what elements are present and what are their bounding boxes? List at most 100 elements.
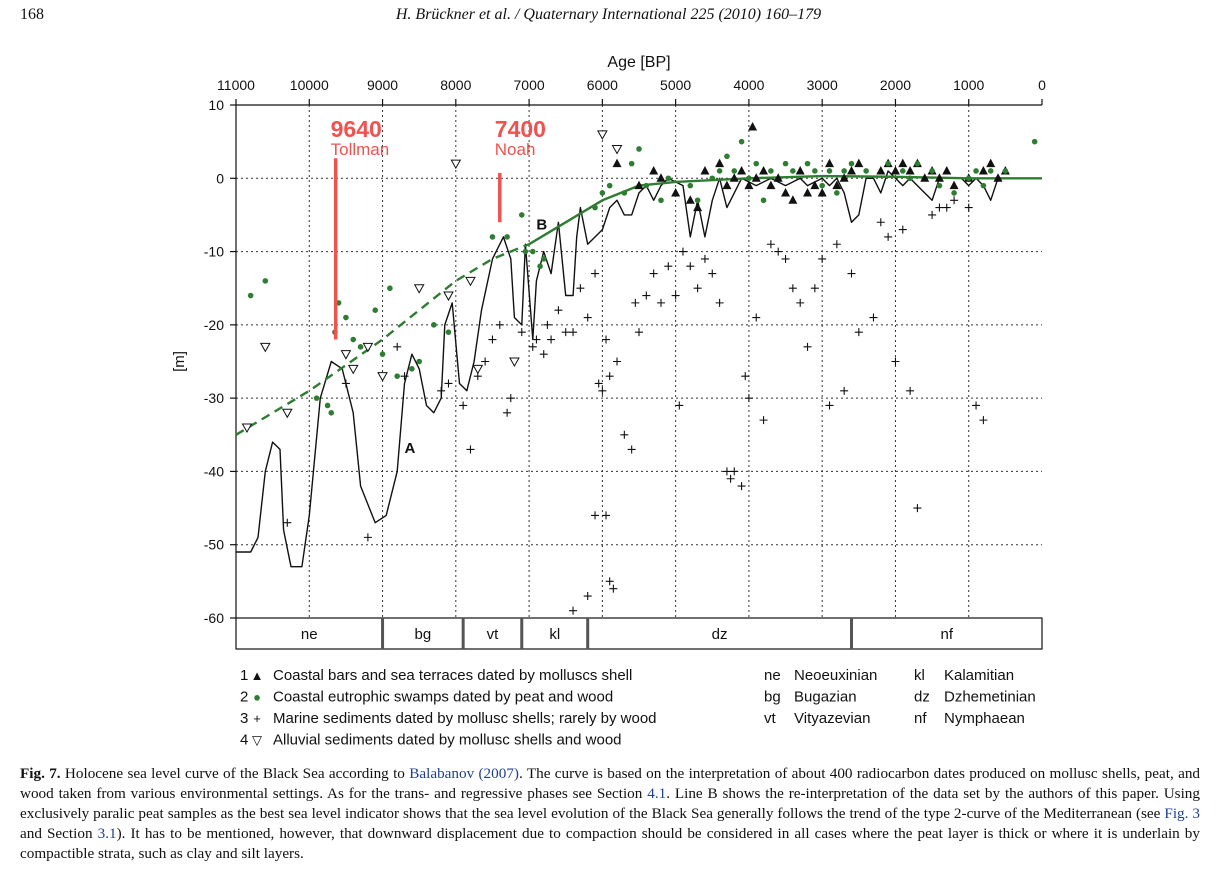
caption-link-section-4-1[interactable]: 4.1 <box>647 785 667 802</box>
data-point-coastal-bar <box>810 180 820 190</box>
caption-link-fig-3[interactable]: Fig. 3 <box>1164 805 1201 822</box>
stage-legend-name: Vityazevian <box>794 710 870 727</box>
data-point-marine <box>393 342 402 351</box>
data-point-swamp <box>636 146 642 152</box>
data-point-marine <box>774 247 783 256</box>
event-name-label: Tollman <box>331 140 390 159</box>
y-axis-title: [m] <box>171 351 188 372</box>
data-point-marine <box>602 335 611 344</box>
data-point-alluvial <box>340 350 352 360</box>
data-point-coastal-bar <box>942 165 952 175</box>
data-point-marine <box>979 416 988 425</box>
stage-legend-name: Kalamitian <box>944 667 1014 684</box>
data-point-marine <box>495 320 504 329</box>
data-point-swamp <box>790 168 796 174</box>
legend-number: 3 <box>240 710 248 727</box>
data-point-coastal-bar <box>715 158 725 168</box>
x-tick-label: 0 <box>1038 77 1046 93</box>
stage-legend-abbr: bg <box>764 689 781 706</box>
data-point-marine <box>810 284 819 293</box>
data-point-swamp <box>431 322 437 328</box>
data-point-marine <box>554 306 563 315</box>
data-point-alluvial <box>347 364 359 375</box>
x-tick-label: 7000 <box>514 77 545 93</box>
data-point-marine <box>891 357 900 366</box>
data-point-swamp <box>819 182 825 189</box>
data-point-marine <box>726 474 735 483</box>
data-point-swamp <box>929 168 935 174</box>
data-point-swamp <box>724 153 730 160</box>
x-axis-title: Age [BP] <box>607 54 670 71</box>
y-tick-label: -40 <box>204 463 224 479</box>
data-point-marine <box>605 577 614 586</box>
data-point-marine <box>737 482 746 491</box>
data-point-swamp <box>848 160 855 167</box>
data-point-swamp <box>709 175 716 182</box>
caption-link-balabanov[interactable]: Balabanov (2007) <box>409 765 519 782</box>
data-point-alluvial <box>472 364 484 375</box>
data-point-swamp <box>834 190 840 196</box>
data-point-swamp <box>885 160 891 167</box>
stage-legend-abbr: nf <box>914 710 927 727</box>
data-point-swamp <box>489 234 496 240</box>
data-point-marine <box>444 379 453 388</box>
caption-link-section-3-1[interactable]: 3.1 <box>97 825 117 842</box>
data-point-coastal-bar <box>634 180 644 190</box>
data-point-marine <box>594 379 603 388</box>
data-point-marine <box>649 269 658 278</box>
y-tick-label: -10 <box>204 244 224 260</box>
legend-symbol: + <box>253 711 261 726</box>
data-point-marine <box>693 284 702 293</box>
legend-number: 4 <box>240 732 248 749</box>
legend-symbol: ▲ <box>251 668 264 683</box>
data-point-swamp <box>826 168 833 174</box>
data-point-swamp <box>409 366 415 372</box>
caption-text: . Line B shows the re-interpretation of … <box>20 785 1200 822</box>
page-number: 168 <box>20 6 44 23</box>
stage-legend-abbr: vt <box>764 710 777 727</box>
data-point-marine <box>847 269 856 278</box>
data-point-marine <box>613 357 622 366</box>
stage-label: bg <box>415 626 432 643</box>
legend-number: 1 <box>240 667 248 684</box>
data-point-swamp <box>987 168 994 174</box>
data-point-marine <box>543 320 552 329</box>
data-point-swamp <box>350 336 357 343</box>
data-point-coastal-bar <box>788 195 798 204</box>
data-point-swamp <box>313 395 320 401</box>
data-point-coastal-bar <box>795 165 805 175</box>
data-point-swamp <box>753 160 760 167</box>
data-point-coastal-bar <box>612 158 622 168</box>
figure: 11000 10000 9000 8000 7000 6000 5000 4000 3000 20… <box>0 40 1217 760</box>
data-point-swamp <box>504 234 510 240</box>
data-point-swamp <box>357 344 364 350</box>
data-point-marine <box>675 401 684 410</box>
data-point-swamp <box>731 168 738 174</box>
data-point-marine <box>796 298 805 307</box>
data-point-marine <box>906 386 915 395</box>
caption-label: Fig. 7. <box>20 765 61 782</box>
data-point-swamp <box>658 197 664 204</box>
data-point-alluvial <box>509 357 520 368</box>
data-point-alluvial <box>362 342 374 353</box>
data-point-marine <box>744 394 753 403</box>
data-point-marine <box>656 298 665 307</box>
data-point-marine <box>964 203 973 212</box>
data-point-marine <box>700 254 709 263</box>
data-point-swamp <box>529 248 536 255</box>
curve-b-solid <box>528 174 1042 246</box>
data-point-coastal-bar <box>934 173 944 182</box>
stage-label: ne <box>301 626 318 643</box>
data-point-marine <box>547 335 556 344</box>
data-point-swamp <box>1002 168 1009 174</box>
data-point-swamp <box>599 190 606 196</box>
data-point-marine <box>972 401 981 410</box>
data-point-swamp <box>694 197 701 204</box>
data-point-swamp <box>343 314 349 321</box>
x-tick-label: 11000 <box>217 77 255 93</box>
data-point-marine <box>928 210 937 219</box>
data-point-marine <box>576 284 585 293</box>
stage-legend-name: Nymphaean <box>944 710 1025 727</box>
data-point-marine <box>605 372 614 381</box>
data-point-marine <box>818 254 827 263</box>
